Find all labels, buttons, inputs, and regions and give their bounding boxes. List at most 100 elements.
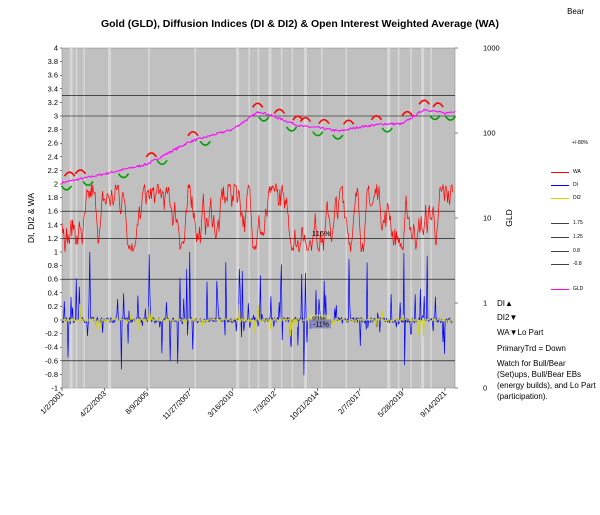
x-tick-label: 1/2/2001 <box>38 389 65 416</box>
peak-marker <box>370 115 383 121</box>
trough-marker <box>444 115 457 121</box>
x-tick-label: 9/14/2021 <box>418 389 448 419</box>
y-tick-label-left: 2.8 <box>48 125 58 134</box>
legend-label: 1.25 <box>573 234 583 240</box>
legend-label: GLD <box>573 286 584 292</box>
highlight-band <box>248 48 250 388</box>
highlight-band <box>320 48 323 388</box>
peak-marker <box>145 152 158 158</box>
y-tick-label-left: 2.6 <box>48 139 58 148</box>
annotations: 116%93%-11% <box>308 229 331 329</box>
primary-trend-note: PrimaryTrd = Down <box>497 344 566 353</box>
peak-marker <box>342 119 355 125</box>
wa-line <box>61 183 454 253</box>
peak-marker <box>273 108 285 114</box>
y-tick-label-left: 3.8 <box>48 57 58 66</box>
highlight-band <box>387 48 391 388</box>
x-tick-label: 7/3/2012 <box>251 389 278 416</box>
trough-marker <box>285 126 298 132</box>
y-tick-label-left: 3 <box>54 112 58 121</box>
di2-value-box <box>308 314 330 324</box>
legend-swatch <box>551 198 569 199</box>
series-gld <box>61 108 456 185</box>
y-tick-label-left: 3.2 <box>48 98 58 107</box>
highlight-band <box>236 48 240 388</box>
legend-label: WA <box>573 169 581 175</box>
peak-marker <box>401 110 413 117</box>
highlight-band <box>148 48 150 388</box>
highlight-band <box>421 48 425 388</box>
y-tick-label-left: 1.6 <box>48 207 58 216</box>
highlight-band <box>108 48 112 388</box>
legend-swatch <box>551 185 569 186</box>
y-tick-label-left: -0.8 <box>45 370 58 379</box>
highlight-band <box>75 48 78 388</box>
series-di2 <box>61 303 454 337</box>
x-tick-label: 5/28/2019 <box>376 389 406 419</box>
trough-marker <box>381 127 393 133</box>
legend-swatch <box>551 264 569 265</box>
y-tick-label-left: 0.2 <box>48 302 58 311</box>
watch-note: Watch for Bull/Bear (Set)ups, Bull/Bear … <box>497 359 596 401</box>
y-tick-label-left: -1 <box>51 384 58 393</box>
y-axis-right-label: GLD <box>504 209 514 226</box>
x-tick-label: 10/21/2014 <box>288 389 321 422</box>
y-tick-label-left: -0.4 <box>45 343 58 352</box>
x-tick-label: 8/9/2005 <box>123 389 150 416</box>
highlight-band <box>291 48 294 388</box>
legend-swatch <box>551 237 569 238</box>
highlight-band <box>397 48 400 388</box>
legend-swatch <box>551 289 569 290</box>
trough-marker <box>332 134 344 140</box>
peak-trough-markers <box>60 99 457 191</box>
peak-marker <box>74 169 87 175</box>
di2-down-note: DI2▼ <box>497 313 518 322</box>
peak-marker <box>251 102 264 108</box>
series-wa <box>61 183 454 253</box>
x-tick-label: 11/27/2007 <box>161 389 194 422</box>
di-value-label: -11% <box>313 321 329 328</box>
peak-marker <box>432 102 444 108</box>
y-tick-label-left: 1.8 <box>48 193 58 202</box>
legend-swatch <box>551 172 569 173</box>
corner-label: Bear <box>567 7 584 16</box>
y-tick-label-left: 2 <box>54 180 58 189</box>
y-tick-label-left: -0.6 <box>45 356 58 365</box>
trough-marker <box>156 159 168 166</box>
legend-label: DI2 <box>573 195 581 201</box>
y-tick-label-left: 3.4 <box>48 84 58 93</box>
legend-swatch <box>551 223 569 224</box>
y-tick-label-left: 4 <box>54 44 58 53</box>
legend-label: 1.75 <box>573 220 583 226</box>
y-tick-label-left: 0.6 <box>48 275 58 284</box>
trough-marker <box>429 114 441 121</box>
y-tick-label-left: 1.4 <box>48 220 58 229</box>
highlight-band <box>304 48 308 388</box>
highlight-band <box>194 48 196 388</box>
trough-marker <box>82 180 94 187</box>
x-tick-label: 4/22/2003 <box>78 389 108 419</box>
legend-label: -0.8 <box>573 261 582 267</box>
highlight-band <box>268 48 272 388</box>
highlight-band <box>69 48 73 388</box>
y-tick-label-left: 0 <box>54 316 58 325</box>
x-tick-label: 2/7/2017 <box>336 389 363 416</box>
legend-label: 0.8 <box>573 248 580 254</box>
y-tick-label-right: 100 <box>483 129 496 138</box>
x-tick-label: 3/16/2010 <box>206 389 236 419</box>
trough-marker <box>258 116 270 122</box>
y-tick-label-left: 2.4 <box>48 152 58 161</box>
trough-marker <box>117 173 130 179</box>
di2-line <box>61 303 454 337</box>
y-tick-label-right: 1 <box>483 299 487 308</box>
x-axis: 1/2/2001 4/22/2003 8/9/2005 11/27/2007 3/16/… <box>38 388 448 422</box>
gridlines <box>62 95 455 362</box>
y-tick-label-left: 1.2 <box>48 234 58 243</box>
peak-marker <box>299 116 312 123</box>
y-tick-label-left: 1 <box>54 248 58 257</box>
legend-label: +/-80% <box>572 140 588 146</box>
peak-marker <box>418 99 430 105</box>
peak-marker <box>318 118 330 125</box>
